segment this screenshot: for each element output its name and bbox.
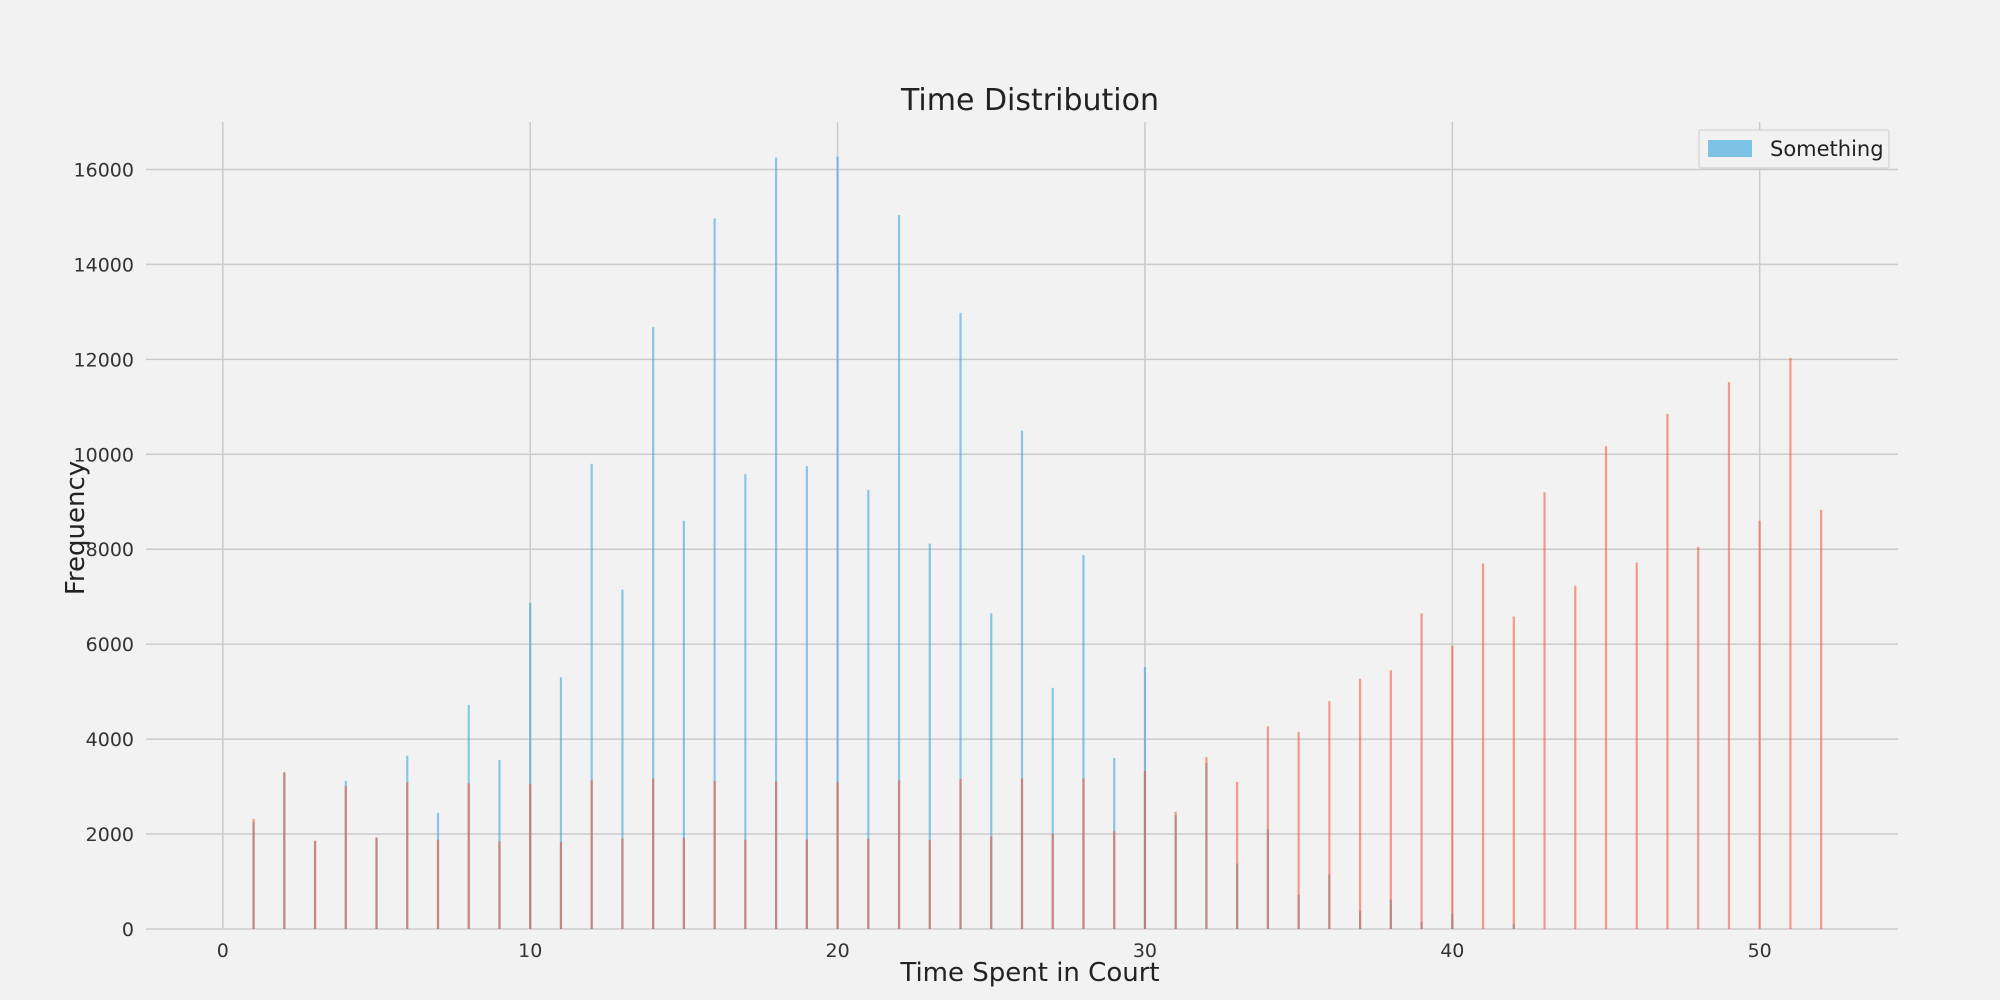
bar bbox=[744, 474, 747, 929]
x-tick-label: 10 bbox=[518, 940, 542, 962]
bar bbox=[313, 840, 317, 929]
y-tick-label: 6000 bbox=[86, 634, 134, 656]
bar bbox=[1389, 670, 1392, 929]
bar bbox=[1328, 701, 1331, 929]
x-tick-label: 30 bbox=[1133, 940, 1157, 962]
bar bbox=[1451, 645, 1454, 929]
y-tick-label: 12000 bbox=[74, 349, 134, 371]
bar bbox=[467, 783, 470, 929]
y-tick-label: 10000 bbox=[74, 444, 134, 466]
bar bbox=[1420, 613, 1423, 929]
bar bbox=[713, 780, 716, 929]
bar bbox=[1574, 585, 1577, 929]
y-tick-label: 0 bbox=[122, 919, 134, 941]
bar bbox=[1051, 834, 1054, 929]
bar bbox=[775, 157, 778, 930]
bar bbox=[1604, 446, 1608, 929]
bar bbox=[682, 837, 685, 929]
legend: Something bbox=[1698, 129, 1890, 169]
bar bbox=[867, 838, 870, 929]
bar bbox=[928, 840, 931, 929]
bar bbox=[897, 780, 901, 929]
bar bbox=[1266, 726, 1269, 929]
bar bbox=[713, 218, 716, 929]
bar bbox=[1205, 757, 1208, 929]
bar bbox=[529, 784, 532, 929]
bar bbox=[436, 839, 440, 929]
bar bbox=[1635, 562, 1638, 929]
x-axis-label: Time Spent in Court bbox=[899, 958, 1159, 988]
bar bbox=[1789, 357, 1792, 929]
bar bbox=[836, 781, 839, 929]
bar bbox=[1727, 382, 1731, 930]
bar bbox=[559, 677, 563, 929]
bar bbox=[1113, 831, 1116, 929]
bar bbox=[1082, 554, 1085, 929]
bar bbox=[344, 786, 347, 929]
bar bbox=[1143, 770, 1147, 929]
x-tick-label: 50 bbox=[1748, 940, 1772, 962]
bar bbox=[621, 838, 624, 929]
y-tick-label: 14000 bbox=[74, 254, 134, 276]
y-axis-label: Frequency bbox=[61, 461, 91, 595]
bar bbox=[1020, 430, 1024, 929]
bar bbox=[990, 836, 993, 929]
bar bbox=[1020, 778, 1024, 929]
bar bbox=[1236, 781, 1239, 929]
bar bbox=[590, 780, 593, 929]
series-2 bbox=[252, 357, 1823, 930]
bar bbox=[836, 156, 839, 929]
bar bbox=[652, 778, 655, 929]
bar bbox=[590, 463, 593, 929]
bar bbox=[1082, 778, 1085, 929]
x-tick-label: 40 bbox=[1440, 940, 1464, 962]
bar bbox=[1174, 811, 1177, 929]
bar bbox=[990, 613, 993, 929]
bar bbox=[283, 772, 286, 929]
bar bbox=[959, 778, 962, 929]
legend-entry-label: Something bbox=[1770, 137, 1884, 161]
bar bbox=[498, 841, 501, 929]
y-tick-label: 4000 bbox=[86, 729, 134, 751]
chart-title: Time Distribution bbox=[900, 83, 1159, 118]
bar bbox=[406, 782, 409, 929]
bar bbox=[959, 312, 962, 929]
bar bbox=[928, 543, 931, 929]
x-tick-label: 0 bbox=[217, 940, 229, 962]
bar bbox=[1666, 413, 1669, 930]
tick-labels: 0 2000 4000 6000 8000 10000 12000 14000 16000 0 10… bbox=[74, 159, 1772, 962]
legend-swatch bbox=[1708, 140, 1752, 157]
x-tick-label: 20 bbox=[825, 940, 849, 962]
bar bbox=[897, 215, 901, 929]
bar bbox=[1697, 546, 1700, 929]
bar bbox=[775, 781, 778, 929]
bar bbox=[652, 327, 655, 929]
bar bbox=[1820, 509, 1823, 929]
bar bbox=[529, 602, 532, 929]
y-tick-label: 2000 bbox=[86, 824, 134, 846]
bar bbox=[1481, 563, 1485, 929]
bar bbox=[1359, 678, 1362, 929]
bar bbox=[621, 589, 624, 929]
bar bbox=[252, 818, 255, 929]
bar bbox=[1512, 616, 1515, 929]
bar bbox=[867, 489, 870, 929]
y-tick-label: 16000 bbox=[74, 159, 134, 181]
bar bbox=[805, 839, 808, 929]
y-tick-label: 8000 bbox=[86, 539, 134, 561]
series-1 bbox=[252, 156, 1515, 930]
bar bbox=[1297, 731, 1300, 929]
legend-box bbox=[1698, 129, 1890, 169]
bar bbox=[1543, 492, 1546, 929]
bar bbox=[682, 520, 685, 929]
bar bbox=[1051, 687, 1054, 929]
bars bbox=[252, 156, 1823, 930]
bar bbox=[375, 837, 378, 929]
bar bbox=[1758, 520, 1761, 929]
bar bbox=[559, 842, 563, 929]
bar bbox=[744, 839, 747, 929]
bar bbox=[805, 466, 808, 929]
